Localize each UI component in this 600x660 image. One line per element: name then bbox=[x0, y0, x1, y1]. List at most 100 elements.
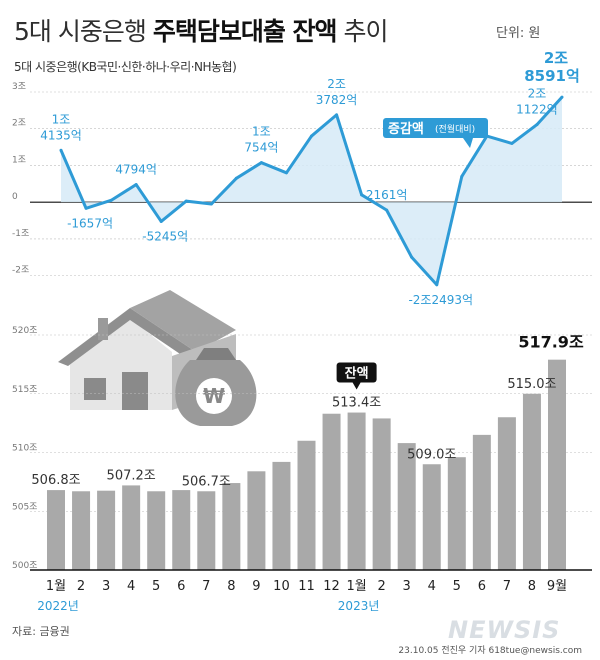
annotation-line1: 2조 bbox=[528, 87, 547, 101]
balance-bar bbox=[447, 457, 466, 570]
month-tick-label: 3 bbox=[102, 579, 110, 594]
annotation-line2: 1122억 bbox=[516, 103, 558, 117]
bar-ytick-label: 505조 bbox=[12, 502, 37, 512]
change-point bbox=[410, 255, 414, 259]
balance-bar bbox=[197, 491, 216, 570]
change-point bbox=[360, 193, 364, 197]
year-label: 2023년 bbox=[338, 599, 380, 613]
month-tick-label: 2 bbox=[77, 579, 85, 594]
month-tick-label: 7 bbox=[503, 579, 511, 594]
bar-ytick-label: 500조 bbox=[12, 561, 37, 571]
svg-text:₩: ₩ bbox=[203, 384, 225, 408]
callout-pointer bbox=[352, 382, 361, 390]
month-tick-label: 11 bbox=[298, 579, 315, 594]
month-tick-label: 4 bbox=[428, 579, 436, 594]
balance-bar bbox=[497, 417, 516, 570]
month-tick-label: 5 bbox=[152, 579, 160, 594]
change-point bbox=[335, 113, 339, 117]
bar-value-label: 507.2조 bbox=[107, 468, 156, 483]
balance-bar bbox=[97, 490, 116, 570]
change-point bbox=[184, 199, 188, 203]
change-point bbox=[84, 206, 88, 210]
bar-value-label: 517.9조 bbox=[518, 333, 584, 352]
balance-bar bbox=[272, 461, 291, 570]
change-area bbox=[61, 97, 562, 285]
line-ytick-label: 0 bbox=[12, 192, 18, 202]
money-bag-icon: ₩ bbox=[175, 348, 257, 426]
balance-bar bbox=[397, 443, 416, 570]
month-tick-label: 8 bbox=[227, 579, 235, 594]
newsis-watermark: NEWSIS bbox=[448, 616, 561, 644]
month-tick-label: 10 bbox=[273, 579, 290, 594]
line-ytick-label: 2조 bbox=[12, 119, 26, 129]
month-tick-label: 7 bbox=[202, 579, 210, 594]
line-ytick-label: 3조 bbox=[12, 82, 26, 92]
balance-bar bbox=[47, 490, 65, 570]
legend-sublabel: (전월대비) bbox=[435, 123, 475, 135]
legend-pointer bbox=[463, 138, 473, 148]
month-tick-label: 9 bbox=[252, 579, 260, 594]
balance-bar bbox=[222, 483, 241, 570]
bar-value-label: 513.4조 bbox=[332, 396, 381, 411]
legend-box bbox=[383, 118, 488, 138]
change-point bbox=[560, 95, 564, 99]
month-tick-label: 2 bbox=[378, 579, 386, 594]
bar-value-label: 506.8조 bbox=[31, 473, 80, 488]
change-point bbox=[134, 183, 138, 187]
unit-label: 단위: 원 bbox=[496, 26, 541, 41]
change-point bbox=[535, 123, 539, 127]
balance-bar bbox=[147, 491, 166, 570]
change-point bbox=[159, 219, 163, 223]
month-tick-label: 1월 bbox=[46, 579, 66, 594]
month-tick-label: 8 bbox=[528, 579, 536, 594]
month-tick-label: 3 bbox=[403, 579, 411, 594]
balance-bar bbox=[372, 418, 391, 570]
annotation-line2: 4794억 bbox=[115, 163, 157, 177]
balance-bar bbox=[472, 434, 491, 570]
callout-box bbox=[336, 362, 377, 383]
change-point bbox=[510, 141, 514, 145]
annotation-line1: 1조 bbox=[252, 125, 271, 139]
balance-bar bbox=[247, 471, 266, 570]
annotation-line2: -1657억 bbox=[67, 216, 113, 230]
change-point bbox=[109, 198, 113, 202]
balance-bar bbox=[297, 440, 316, 570]
change-point bbox=[259, 161, 263, 165]
annotation-line2: 754억 bbox=[244, 141, 278, 155]
month-tick-label: 6 bbox=[478, 579, 486, 594]
balance-bar bbox=[422, 464, 441, 570]
bar-ytick-label: 520조 bbox=[12, 326, 37, 336]
bar-ytick-label: 510조 bbox=[12, 444, 37, 454]
legend-label: 증감액 bbox=[388, 122, 424, 137]
callout-label: 잔액 bbox=[345, 366, 369, 382]
bar-value-label: 506.7조 bbox=[182, 474, 231, 489]
annotation-line1: 1조 bbox=[52, 112, 71, 126]
source-note: 자료: 금융권 bbox=[12, 625, 70, 638]
credit-line: 23.10.05 전진우 기자 618tue@newsis.com bbox=[398, 646, 582, 656]
month-tick-label: 6 bbox=[177, 579, 185, 594]
balance-bar bbox=[347, 412, 366, 570]
balance-bar bbox=[548, 359, 566, 570]
balance-bar bbox=[322, 413, 341, 570]
change-point bbox=[310, 134, 313, 138]
line-ytick-label: -2조 bbox=[12, 266, 29, 276]
change-point bbox=[234, 176, 238, 180]
balance-bar bbox=[172, 490, 191, 570]
annotation-line2: 2161억 bbox=[366, 188, 408, 202]
annotation-line2: 8591억 bbox=[524, 67, 580, 85]
change-point bbox=[460, 174, 464, 178]
month-tick-label: 5 bbox=[453, 579, 461, 594]
change-point bbox=[209, 202, 213, 206]
annotation-line2: 4135억 bbox=[40, 128, 82, 142]
annotation-line2: -5245억 bbox=[142, 229, 188, 243]
subtitle: 5대 시중은행(KB국민·신한·하나·우리·NH농협) bbox=[14, 60, 237, 74]
title-suffix: 추이 bbox=[343, 17, 388, 46]
bar-ytick-label: 515조 bbox=[12, 385, 37, 395]
month-tick-label: 12 bbox=[323, 579, 340, 594]
change-point bbox=[385, 208, 389, 212]
annotation-line1: 2조 bbox=[327, 77, 346, 91]
balance-bar bbox=[522, 393, 541, 570]
title-prefix: 5대 시중은행 bbox=[14, 17, 147, 46]
